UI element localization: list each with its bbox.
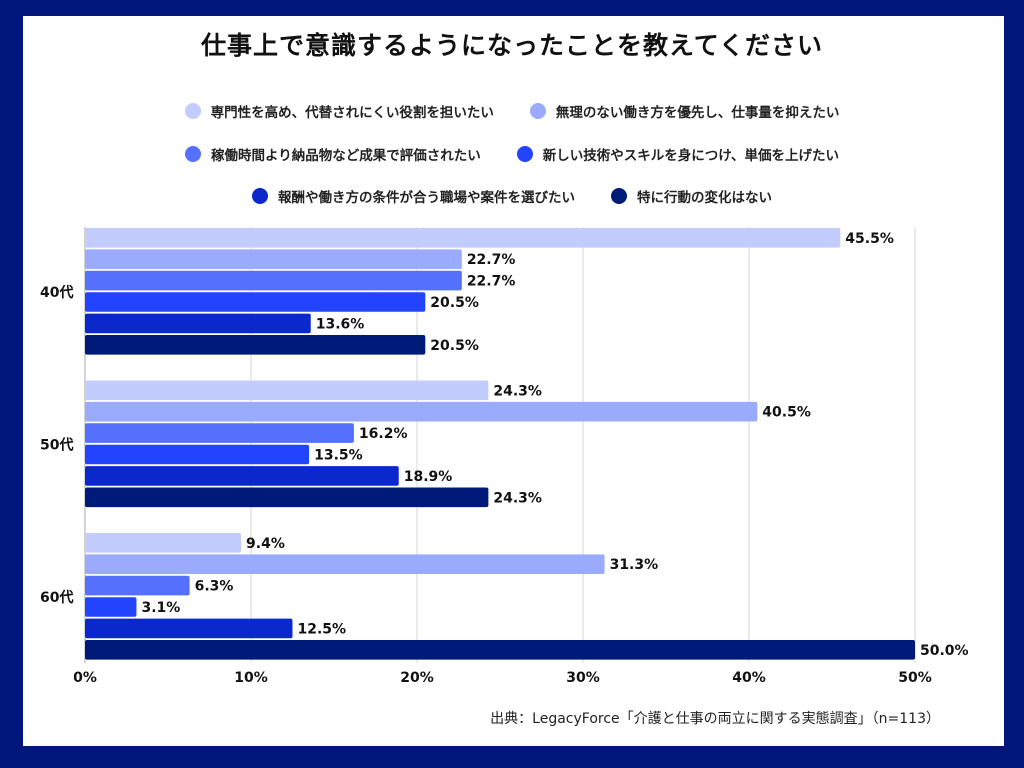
bar bbox=[85, 423, 354, 443]
legend-label: 新しい技術やスキルを身につけ、単価を上げたい bbox=[542, 148, 840, 164]
x-tick-label: 20% bbox=[400, 670, 434, 686]
legend-label: 無理のない働き方を優先し、仕事量を抑えたい bbox=[555, 105, 840, 121]
bar bbox=[85, 597, 137, 617]
x-tick-label: 50% bbox=[898, 670, 932, 686]
category-label: 50代 bbox=[40, 437, 73, 454]
legend-dot-icon bbox=[184, 146, 201, 162]
bar bbox=[85, 270, 462, 291]
bar bbox=[85, 533, 242, 553]
bar bbox=[85, 292, 426, 312]
legend-item: 新しい技術やスキルを身につけ、単価を上げたい bbox=[516, 144, 840, 164]
legend-dot-icon bbox=[529, 103, 546, 119]
bar bbox=[85, 466, 399, 486]
bar bbox=[85, 228, 841, 248]
legend-label: 専門性を高め、代替されにくい役割を担いたい bbox=[210, 105, 494, 121]
chart-title: 仕事上で意識するようになったことを教えてください bbox=[200, 31, 823, 60]
bar bbox=[85, 640, 915, 660]
data-label: 20.5% bbox=[430, 338, 479, 354]
bar bbox=[85, 401, 758, 422]
legend-dot-icon bbox=[184, 103, 201, 119]
bar bbox=[85, 554, 605, 574]
bar bbox=[85, 249, 462, 269]
legend-item: 特に行動の変化はない bbox=[611, 186, 772, 206]
legend-item: 無理のない働き方を優先し、仕事量を抑えたい bbox=[529, 101, 840, 121]
data-label: 6.3% bbox=[195, 579, 234, 595]
x-tick-label: 30% bbox=[566, 670, 600, 686]
x-tick-label: 40% bbox=[732, 670, 766, 686]
bar bbox=[85, 335, 426, 355]
legend-row-2: 稼働時間より納品物など成果で評価されたい 新しい技術やスキルを身につけ、単価を上… bbox=[0, 144, 1024, 164]
category-label: 60代 bbox=[40, 589, 73, 606]
data-label: 24.3% bbox=[493, 383, 542, 399]
data-label: 3.1% bbox=[141, 600, 180, 616]
legend-row-1: 専門性を高め、代替されにくい役割を担いたい 無理のない働き方を優先し、仕事量を抑… bbox=[0, 101, 1024, 121]
legend-item: 稼働時間より納品物など成果で評価されたい bbox=[184, 144, 481, 164]
bar bbox=[85, 444, 310, 465]
bar bbox=[85, 575, 190, 596]
legend-label: 報酬や働き方の条件が合う職場や案件を選びたい bbox=[278, 190, 575, 206]
legend-row-3: 報酬や働き方の条件が合う職場や案件を選びたい 特に行動の変化はない bbox=[0, 186, 1024, 206]
legend-dot-icon bbox=[611, 188, 627, 204]
legend-label: 稼働時間より納品物など成果で評価されたい bbox=[210, 148, 481, 164]
source-note: 出典：LegacyForce「介護と仕事の両立に関する実態調査」（n=113） bbox=[490, 711, 940, 727]
data-label: 40.5% bbox=[762, 405, 811, 421]
legend-dot-icon bbox=[516, 146, 533, 162]
bar bbox=[85, 487, 489, 508]
data-label: 22.7% bbox=[467, 274, 516, 290]
x-tick-label: 10% bbox=[234, 670, 268, 686]
data-label: 18.9% bbox=[404, 469, 453, 485]
legend-label: 特に行動の変化はない bbox=[637, 190, 772, 206]
legend-dot-icon bbox=[252, 188, 268, 204]
data-label: 50.0% bbox=[920, 643, 969, 659]
data-label: 16.2% bbox=[359, 426, 408, 442]
bar bbox=[85, 380, 489, 401]
data-label: 45.5% bbox=[845, 231, 894, 247]
data-label: 12.5% bbox=[298, 621, 347, 637]
bar bbox=[85, 618, 293, 639]
data-label: 9.4% bbox=[246, 536, 285, 552]
data-label: 31.3% bbox=[610, 557, 659, 573]
bar bbox=[85, 313, 311, 334]
data-label: 13.5% bbox=[314, 448, 363, 464]
x-tick-label: 0% bbox=[73, 670, 97, 686]
data-label: 24.3% bbox=[493, 490, 542, 506]
legend-item: 専門性を高め、代替されにくい役割を担いたい bbox=[184, 101, 494, 121]
data-label: 13.6% bbox=[316, 316, 365, 332]
data-label: 20.5% bbox=[430, 295, 479, 311]
legend-item: 報酬や働き方の条件が合う職場や案件を選びたい bbox=[252, 186, 575, 206]
category-label: 40代 bbox=[40, 284, 73, 301]
data-label: 22.7% bbox=[467, 252, 516, 268]
